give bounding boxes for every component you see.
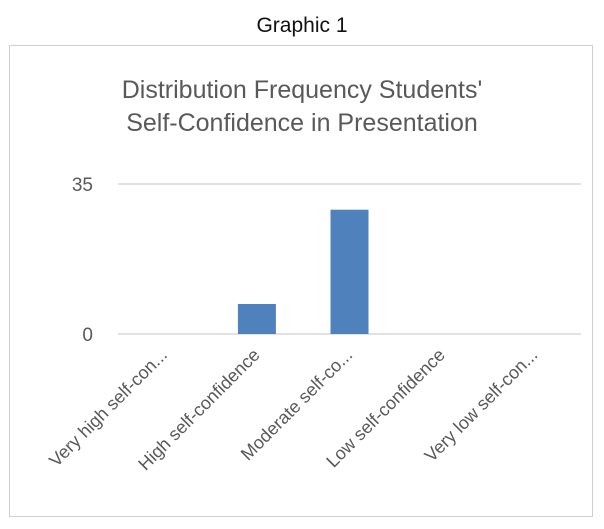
bar-2 <box>330 209 369 334</box>
chart-frame: Distribution Frequency Students' Self-Co… <box>9 45 593 517</box>
y-tick-label-1: 35 <box>72 175 93 196</box>
chart-title-line-2: Self-Confidence in Presentation <box>126 109 478 137</box>
y-tick-label-0: 0 <box>82 325 93 346</box>
bar-1 <box>237 304 276 334</box>
graphic-caption: Graphic 1 <box>256 14 348 37</box>
chart-title: Distribution Frequency Students' Self-Co… <box>10 74 594 140</box>
chart-title-line-1: Distribution Frequency Students' <box>121 76 483 104</box>
